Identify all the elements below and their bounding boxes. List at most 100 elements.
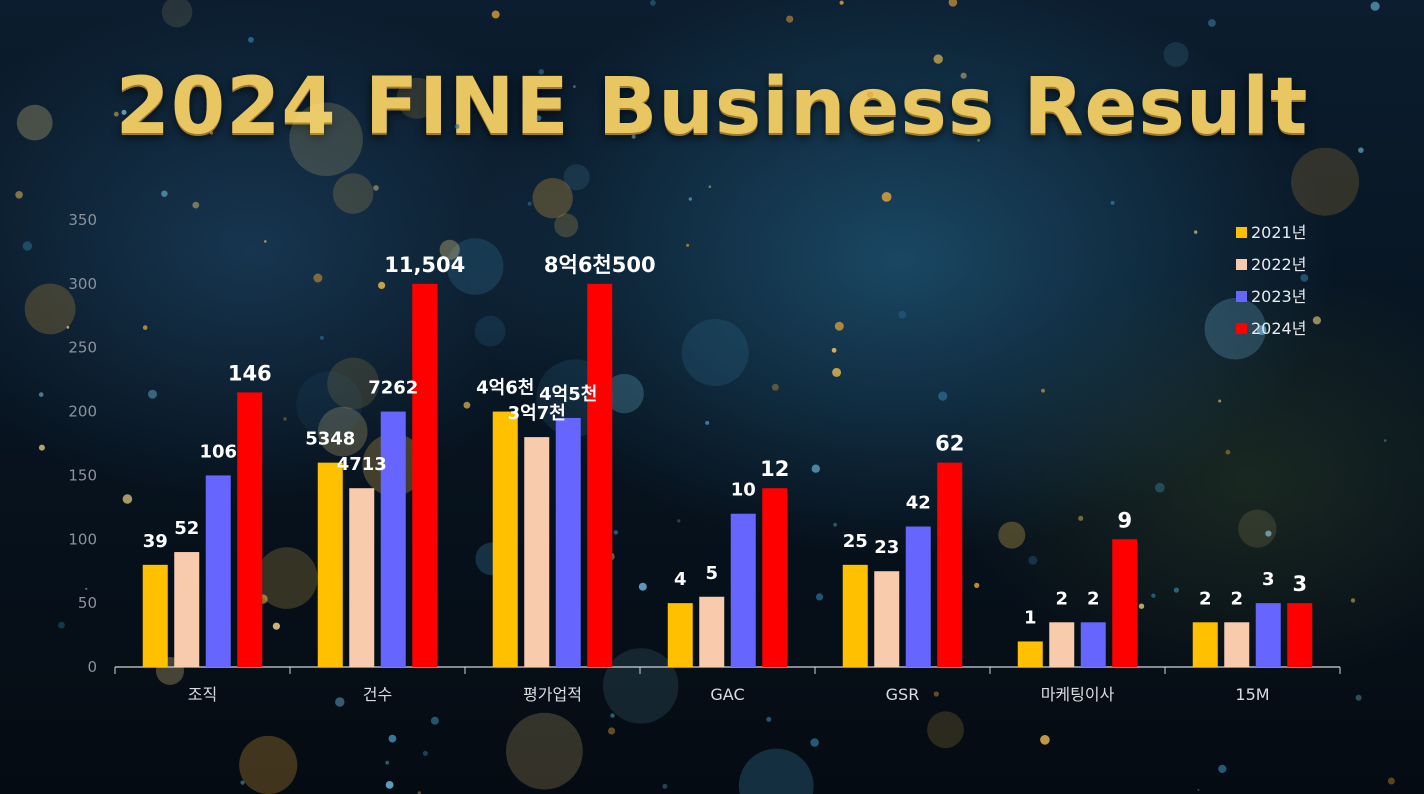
bokeh-light [396, 386, 400, 389]
bokeh-light [1291, 147, 1360, 216]
bokeh-light [1194, 230, 1198, 234]
legend-entry: 2024년 [1251, 319, 1306, 338]
bokeh-light [898, 310, 907, 319]
data-label: 62 [935, 432, 964, 456]
bar [412, 283, 438, 667]
bokeh-light [454, 124, 460, 129]
y-tick-label: 250 [68, 339, 97, 357]
bar [699, 596, 725, 667]
legend-swatch [1236, 259, 1247, 270]
category-label: 15M [1235, 685, 1269, 704]
bokeh-light [834, 321, 844, 331]
bokeh-light [1300, 274, 1309, 282]
y-tick-label: 150 [68, 466, 97, 484]
data-label: 39 [143, 531, 168, 552]
bar [174, 552, 200, 667]
bokeh-light [1204, 298, 1267, 360]
bokeh-light [866, 91, 874, 98]
bokeh-light [142, 325, 148, 330]
bokeh-light [538, 69, 545, 75]
bokeh-light [161, 190, 168, 197]
bokeh-light [705, 420, 710, 425]
bokeh-light [815, 593, 824, 601]
bokeh-light [1350, 598, 1356, 603]
bar [587, 283, 613, 667]
bokeh-light [1197, 788, 1200, 791]
bokeh-light [650, 0, 656, 6]
legend-entry: 2022년 [1251, 255, 1306, 274]
bokeh-light [373, 185, 379, 191]
bokeh-light [422, 750, 428, 756]
bokeh-light [573, 85, 576, 88]
bar [762, 488, 788, 667]
bokeh-light [289, 102, 363, 177]
chart-title: 2024 FINE Business Result [115, 62, 1309, 152]
bokeh-light [439, 239, 460, 260]
bokeh-light [1173, 587, 1179, 593]
bokeh-light [786, 15, 794, 23]
bokeh-light [15, 191, 23, 199]
bokeh-light [527, 201, 532, 206]
bokeh-light [532, 178, 573, 219]
bokeh-light [272, 622, 280, 630]
bokeh-light [933, 691, 939, 697]
bokeh-light [604, 373, 644, 414]
bokeh-light [960, 72, 967, 79]
bokeh-light [16, 104, 53, 141]
bokeh-light [811, 464, 820, 473]
data-label: 2 [1230, 588, 1243, 609]
bar [205, 475, 231, 667]
bar [667, 603, 693, 667]
bokeh-light [974, 582, 980, 589]
bokeh-light [927, 711, 964, 749]
bokeh-light [738, 748, 814, 794]
bokeh-light [833, 522, 837, 527]
bokeh-light [320, 336, 324, 340]
data-label: 106 [199, 441, 237, 462]
bokeh-light [417, 791, 421, 794]
bokeh-light [662, 783, 668, 789]
bokeh-light [85, 587, 88, 590]
data-label: 8억6천500 [544, 253, 656, 277]
bokeh-light [938, 391, 948, 401]
legend: 2021년 2022년 2023년 2024년 [1236, 223, 1306, 338]
bokeh-light [255, 547, 318, 609]
bokeh-light [831, 347, 837, 353]
bokeh-light [563, 164, 590, 191]
data-label: 2 [1087, 588, 1100, 609]
legend-swatch [1236, 291, 1247, 302]
bokeh-light [332, 173, 374, 214]
legend-entry: 2023년 [1251, 287, 1306, 306]
bokeh-light [686, 243, 690, 247]
bar [555, 417, 581, 667]
bokeh-light [264, 240, 267, 243]
bokeh-light [610, 713, 615, 718]
bokeh-light [708, 185, 712, 188]
bokeh-light [1040, 735, 1050, 745]
bokeh-light [161, 0, 193, 28]
data-label: 2 [1199, 588, 1212, 609]
data-label: 3 [1262, 569, 1275, 590]
data-label: 12 [760, 457, 789, 481]
bar [842, 564, 868, 667]
bokeh-light [1387, 777, 1395, 785]
bar [1049, 622, 1075, 667]
bokeh-light [1061, 688, 1064, 691]
bokeh-light [1383, 439, 1387, 442]
bokeh-light [248, 36, 254, 43]
bokeh-light [463, 401, 471, 409]
y-tick-label: 100 [68, 530, 97, 548]
bokeh-light [948, 0, 958, 7]
data-label: 2 [1055, 588, 1068, 609]
bokeh-light [192, 201, 200, 209]
data-label: 5348 [305, 429, 355, 450]
bokeh-light [38, 392, 44, 397]
legend-entry: 2021년 [1251, 223, 1306, 242]
data-label: 11,504 [384, 253, 465, 277]
bokeh-light [1154, 482, 1165, 493]
bar [142, 564, 168, 667]
bar [1017, 641, 1043, 667]
x-axis: 조직 건수 평가업적 GAC GSR 마케팅이사 15M [114, 666, 1341, 704]
bokeh-light [148, 389, 157, 399]
